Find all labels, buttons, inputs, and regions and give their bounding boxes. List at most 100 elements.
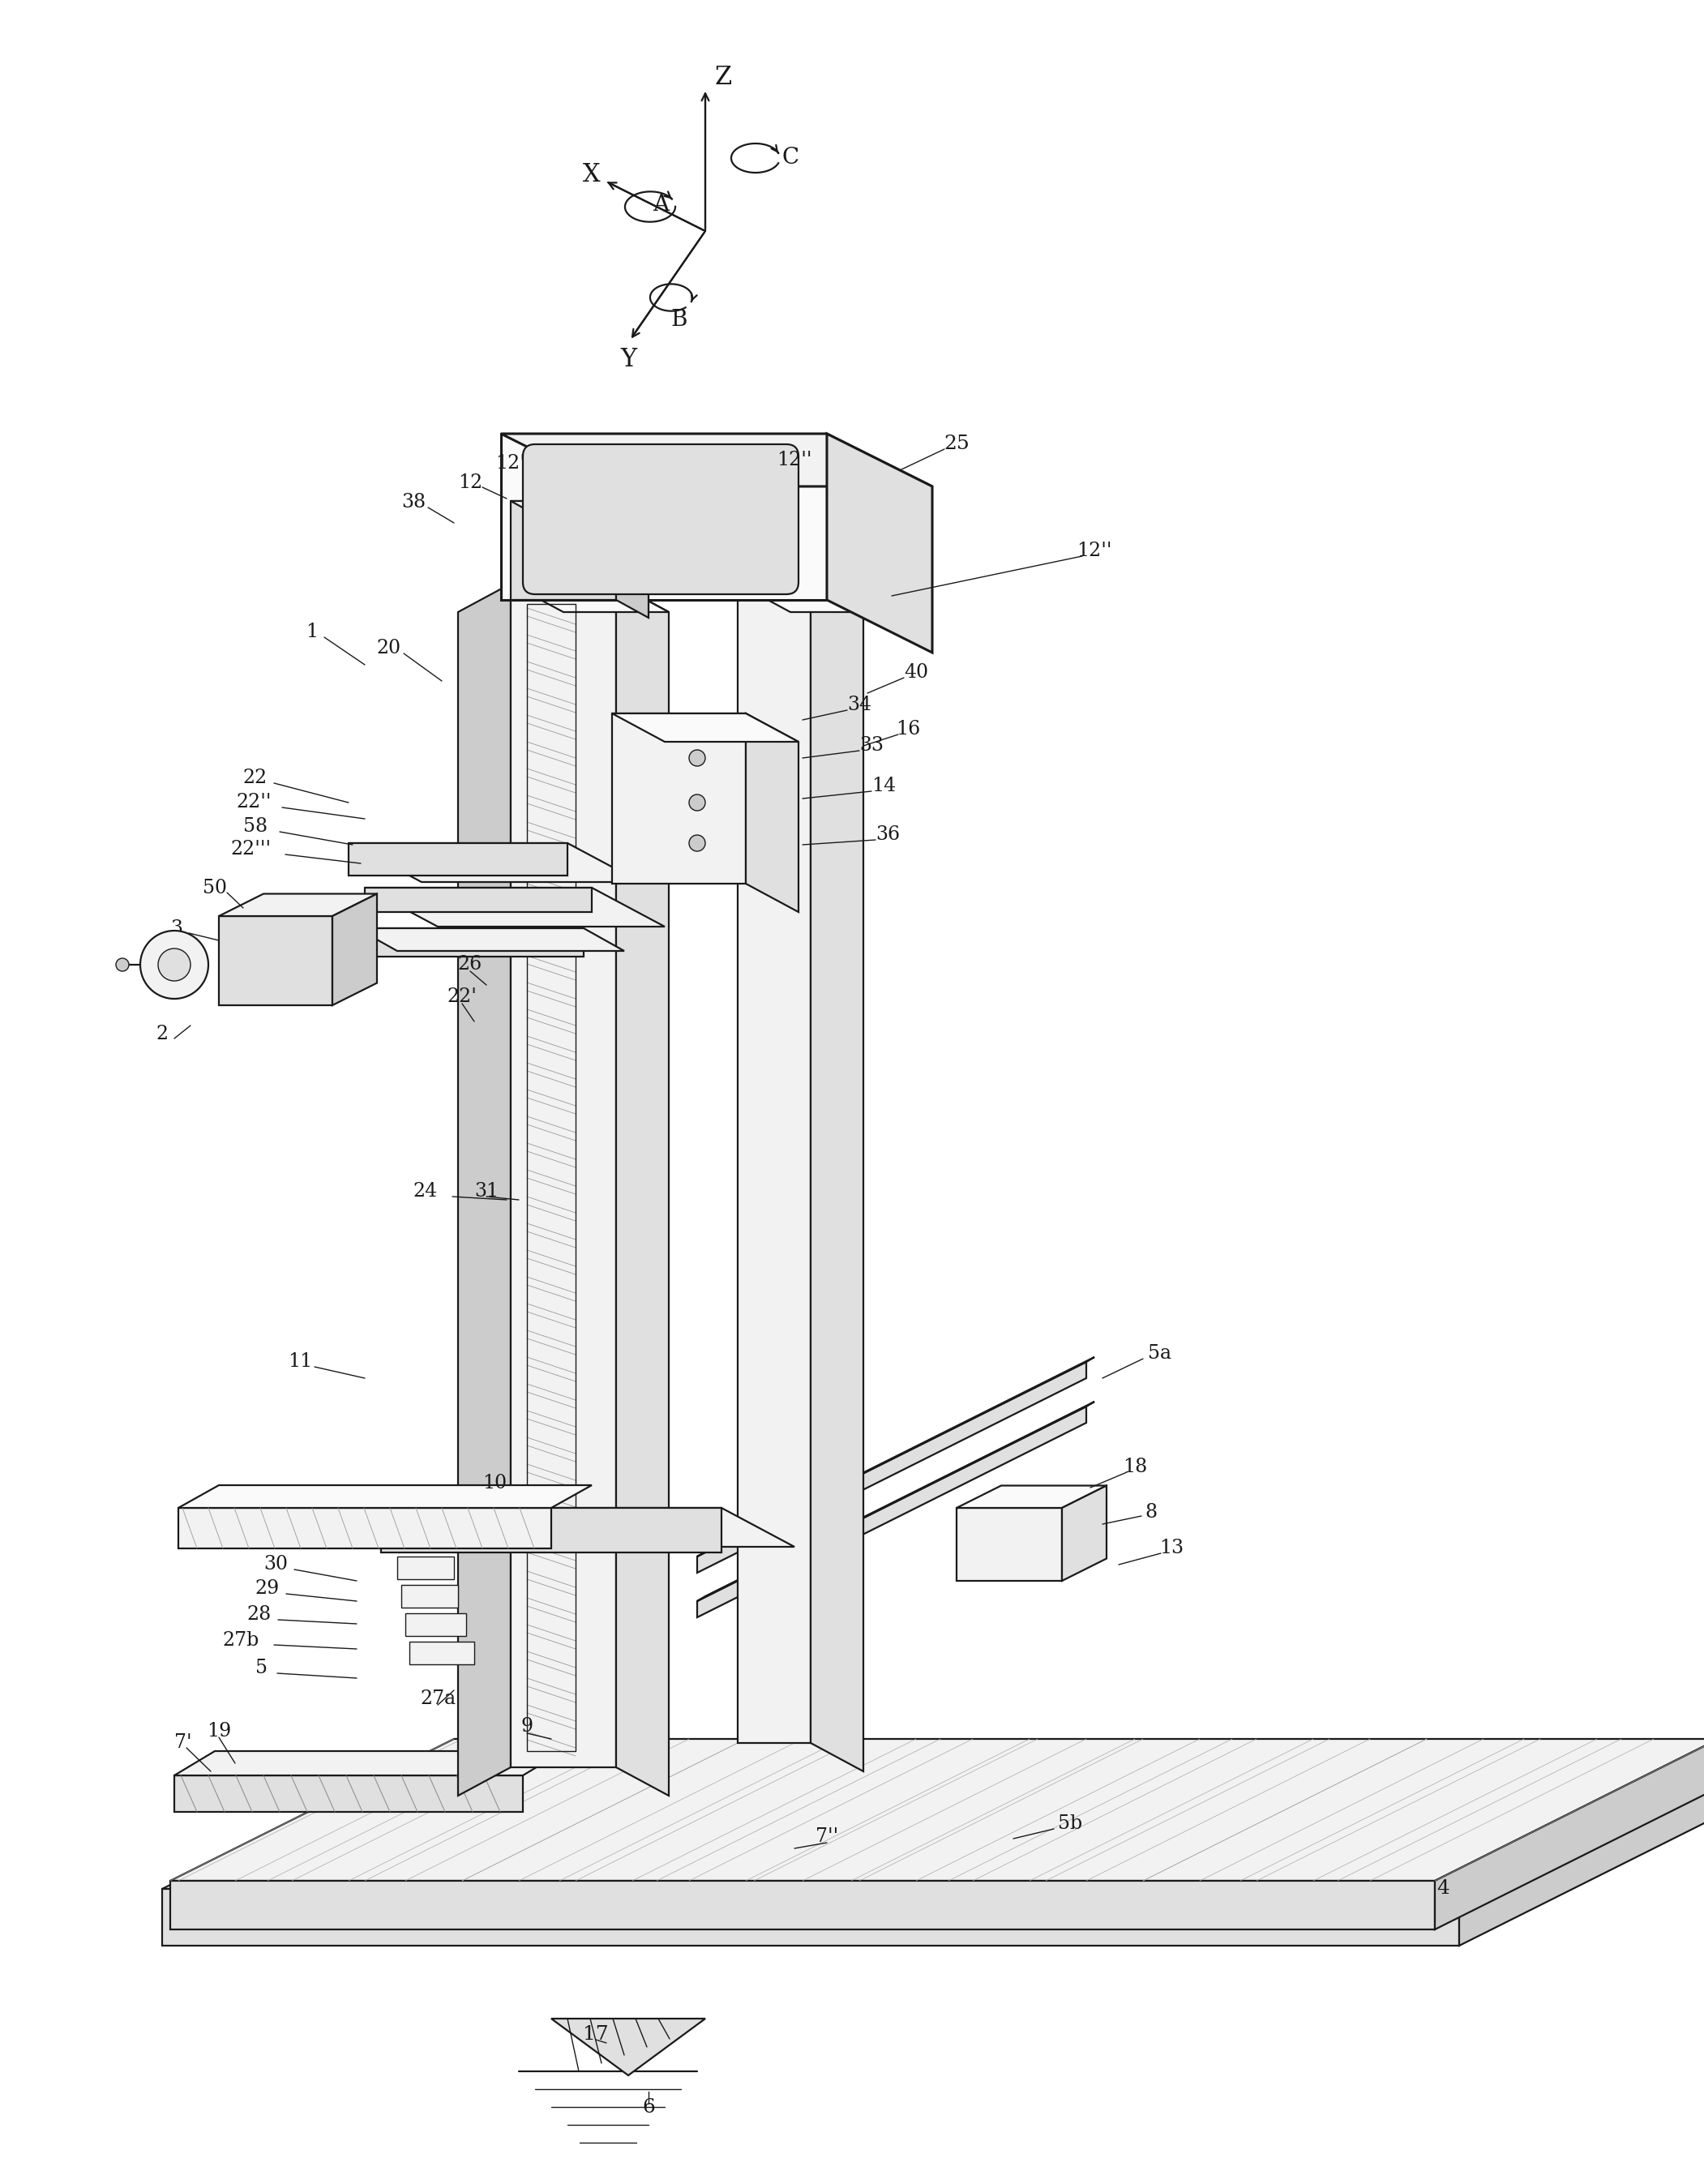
Text: 4: 4 xyxy=(1436,1880,1450,1898)
Text: 1: 1 xyxy=(307,622,319,642)
Text: 20: 20 xyxy=(377,640,402,657)
Circle shape xyxy=(116,959,130,972)
Text: 22: 22 xyxy=(244,769,268,788)
Circle shape xyxy=(688,749,705,767)
Polygon shape xyxy=(349,843,641,882)
Text: 3: 3 xyxy=(170,919,182,937)
Polygon shape xyxy=(511,583,617,1767)
Text: 12'': 12'' xyxy=(1077,542,1113,561)
Polygon shape xyxy=(697,1356,1094,1557)
Text: 58: 58 xyxy=(244,817,268,836)
Polygon shape xyxy=(349,843,567,876)
Text: A: A xyxy=(653,194,670,216)
Circle shape xyxy=(688,795,705,810)
Text: 22'': 22'' xyxy=(237,793,271,812)
Text: 28: 28 xyxy=(247,1605,271,1625)
Text: 13: 13 xyxy=(1159,1540,1184,1557)
Text: Y: Y xyxy=(620,347,636,371)
Text: 17: 17 xyxy=(583,2025,608,2044)
Text: 31: 31 xyxy=(474,1182,499,1201)
Polygon shape xyxy=(811,583,864,1771)
Polygon shape xyxy=(179,1485,591,1507)
Polygon shape xyxy=(738,583,811,1743)
Polygon shape xyxy=(218,893,377,915)
Polygon shape xyxy=(552,2018,705,2075)
Polygon shape xyxy=(956,1507,1062,1581)
Polygon shape xyxy=(179,1507,552,1548)
Text: 12'': 12'' xyxy=(777,452,813,470)
Text: 27a: 27a xyxy=(419,1688,455,1708)
Polygon shape xyxy=(218,915,332,1005)
Text: 8: 8 xyxy=(1145,1503,1157,1522)
Text: 12: 12 xyxy=(458,474,482,491)
Text: C: C xyxy=(782,146,799,168)
Polygon shape xyxy=(511,583,668,612)
Polygon shape xyxy=(170,1738,1704,1880)
Text: 6: 6 xyxy=(642,2099,654,2116)
Polygon shape xyxy=(501,435,932,487)
Polygon shape xyxy=(170,1880,1435,1928)
Text: 12': 12' xyxy=(496,454,525,474)
Text: 22''': 22''' xyxy=(232,841,271,858)
Polygon shape xyxy=(511,500,617,601)
Polygon shape xyxy=(956,1485,1106,1507)
Polygon shape xyxy=(356,928,624,950)
Text: X: X xyxy=(583,162,600,188)
Text: 40: 40 xyxy=(903,664,929,681)
Text: 19: 19 xyxy=(206,1721,232,1741)
Polygon shape xyxy=(365,887,591,913)
Polygon shape xyxy=(1459,1747,1704,1946)
Circle shape xyxy=(158,948,191,981)
Polygon shape xyxy=(738,583,864,612)
Text: 11: 11 xyxy=(288,1352,312,1372)
Polygon shape xyxy=(162,1889,1459,1946)
Polygon shape xyxy=(501,435,826,601)
Polygon shape xyxy=(174,1752,564,1776)
Polygon shape xyxy=(332,893,377,1005)
Text: 26: 26 xyxy=(458,954,482,974)
Polygon shape xyxy=(382,1507,721,1553)
Polygon shape xyxy=(406,1614,467,1636)
Polygon shape xyxy=(617,583,668,1795)
Polygon shape xyxy=(382,1507,794,1546)
Text: 34: 34 xyxy=(847,697,871,714)
Text: 25: 25 xyxy=(944,435,970,454)
Polygon shape xyxy=(617,500,649,618)
Polygon shape xyxy=(365,887,665,926)
Polygon shape xyxy=(826,435,932,653)
Polygon shape xyxy=(612,714,746,885)
Polygon shape xyxy=(409,1642,474,1664)
Polygon shape xyxy=(1062,1485,1106,1581)
Text: 50: 50 xyxy=(203,878,227,898)
Polygon shape xyxy=(511,583,668,612)
Text: 10: 10 xyxy=(482,1474,506,1494)
Text: 33: 33 xyxy=(859,736,884,756)
Polygon shape xyxy=(1435,1738,1704,1928)
Text: 7'': 7'' xyxy=(816,1826,838,1845)
Text: 24: 24 xyxy=(414,1182,438,1201)
Polygon shape xyxy=(612,714,799,743)
Text: 9: 9 xyxy=(521,1717,533,1736)
Text: 2: 2 xyxy=(157,1024,169,1044)
Polygon shape xyxy=(400,1586,458,1607)
Text: 22': 22' xyxy=(446,987,477,1007)
Text: 30: 30 xyxy=(264,1555,288,1575)
Text: 18: 18 xyxy=(1123,1459,1147,1476)
Polygon shape xyxy=(697,1402,1094,1601)
Polygon shape xyxy=(356,928,584,957)
Text: 27b: 27b xyxy=(223,1631,259,1649)
Polygon shape xyxy=(458,583,511,1795)
Polygon shape xyxy=(697,1363,1085,1572)
Text: 29: 29 xyxy=(256,1579,279,1599)
Polygon shape xyxy=(746,714,799,913)
Circle shape xyxy=(688,834,705,852)
Text: 5a: 5a xyxy=(1147,1345,1171,1363)
Polygon shape xyxy=(397,1557,453,1579)
Text: 5: 5 xyxy=(256,1660,268,1677)
Text: B: B xyxy=(671,310,688,332)
Text: 14: 14 xyxy=(871,778,896,795)
Text: Z: Z xyxy=(714,66,731,90)
FancyBboxPatch shape xyxy=(523,443,799,594)
Text: 5b: 5b xyxy=(1058,1815,1082,1832)
Text: 16: 16 xyxy=(896,721,920,738)
